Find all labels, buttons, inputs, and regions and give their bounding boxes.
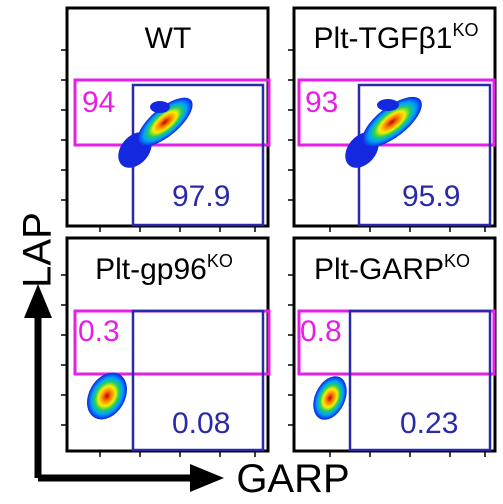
panel-wt: WT 94 97.9 — [61, 6, 271, 232]
panel-title-sup: KO — [207, 251, 233, 271]
axis-ticks — [61, 49, 256, 232]
garp-gate-value: 0.08 — [172, 407, 230, 440]
garp-gate — [131, 309, 265, 452]
lap-gate-value: 94 — [82, 86, 115, 119]
lap-gate-value: 93 — [305, 86, 338, 119]
y-axis-label: LAP — [16, 212, 60, 288]
density-contour — [118, 97, 193, 168]
x-axis-label: GARP — [236, 457, 349, 501]
panel-title-sup: KO — [444, 251, 470, 271]
garp-gate — [348, 309, 492, 452]
density-contour — [345, 96, 422, 168]
up-arrow-icon — [24, 284, 52, 318]
panel-title-main: Plt-TGFβ1 — [314, 22, 453, 55]
density-contour — [313, 376, 347, 420]
lap-gate-value: 0.3 — [78, 315, 120, 348]
lap-gate — [73, 78, 271, 147]
axis-ticks — [61, 274, 256, 457]
panel-title-main: Plt-gp96 — [95, 253, 207, 286]
panel-title-main: Plt-GARP — [314, 253, 444, 286]
axis-ticks — [288, 49, 486, 232]
panel-title-sup: KO — [452, 20, 478, 40]
panel-title: Plt-gp96KO — [95, 251, 233, 286]
panel-plt-garp-ko: Plt-GARPKO 0.8 0.23 — [288, 236, 497, 457]
density-contour — [87, 372, 127, 420]
axis-ticks — [288, 274, 486, 457]
panel-plt-tgfb1-ko: Plt-TGFβ1KO 93 95.9 — [288, 6, 497, 232]
panel-title: WT — [145, 22, 192, 55]
lap-gate-value: 0.8 — [300, 315, 342, 348]
garp-gate-value: 97.9 — [172, 180, 230, 213]
right-arrow-icon — [190, 464, 224, 492]
panel-title: Plt-GARPKO — [314, 251, 470, 286]
garp-gate-value: 95.9 — [402, 180, 460, 213]
axis-arrows — [24, 284, 224, 492]
lap-gate — [297, 78, 496, 147]
panel-title: Plt-TGFβ1KO — [314, 20, 479, 55]
axis-arrow-shaft — [34, 308, 196, 482]
panel-title-main: WT — [145, 22, 192, 55]
garp-gate-value: 0.23 — [400, 407, 458, 440]
panel-plt-gp96-ko: Plt-gp96KO 0.3 0.08 — [61, 236, 271, 457]
